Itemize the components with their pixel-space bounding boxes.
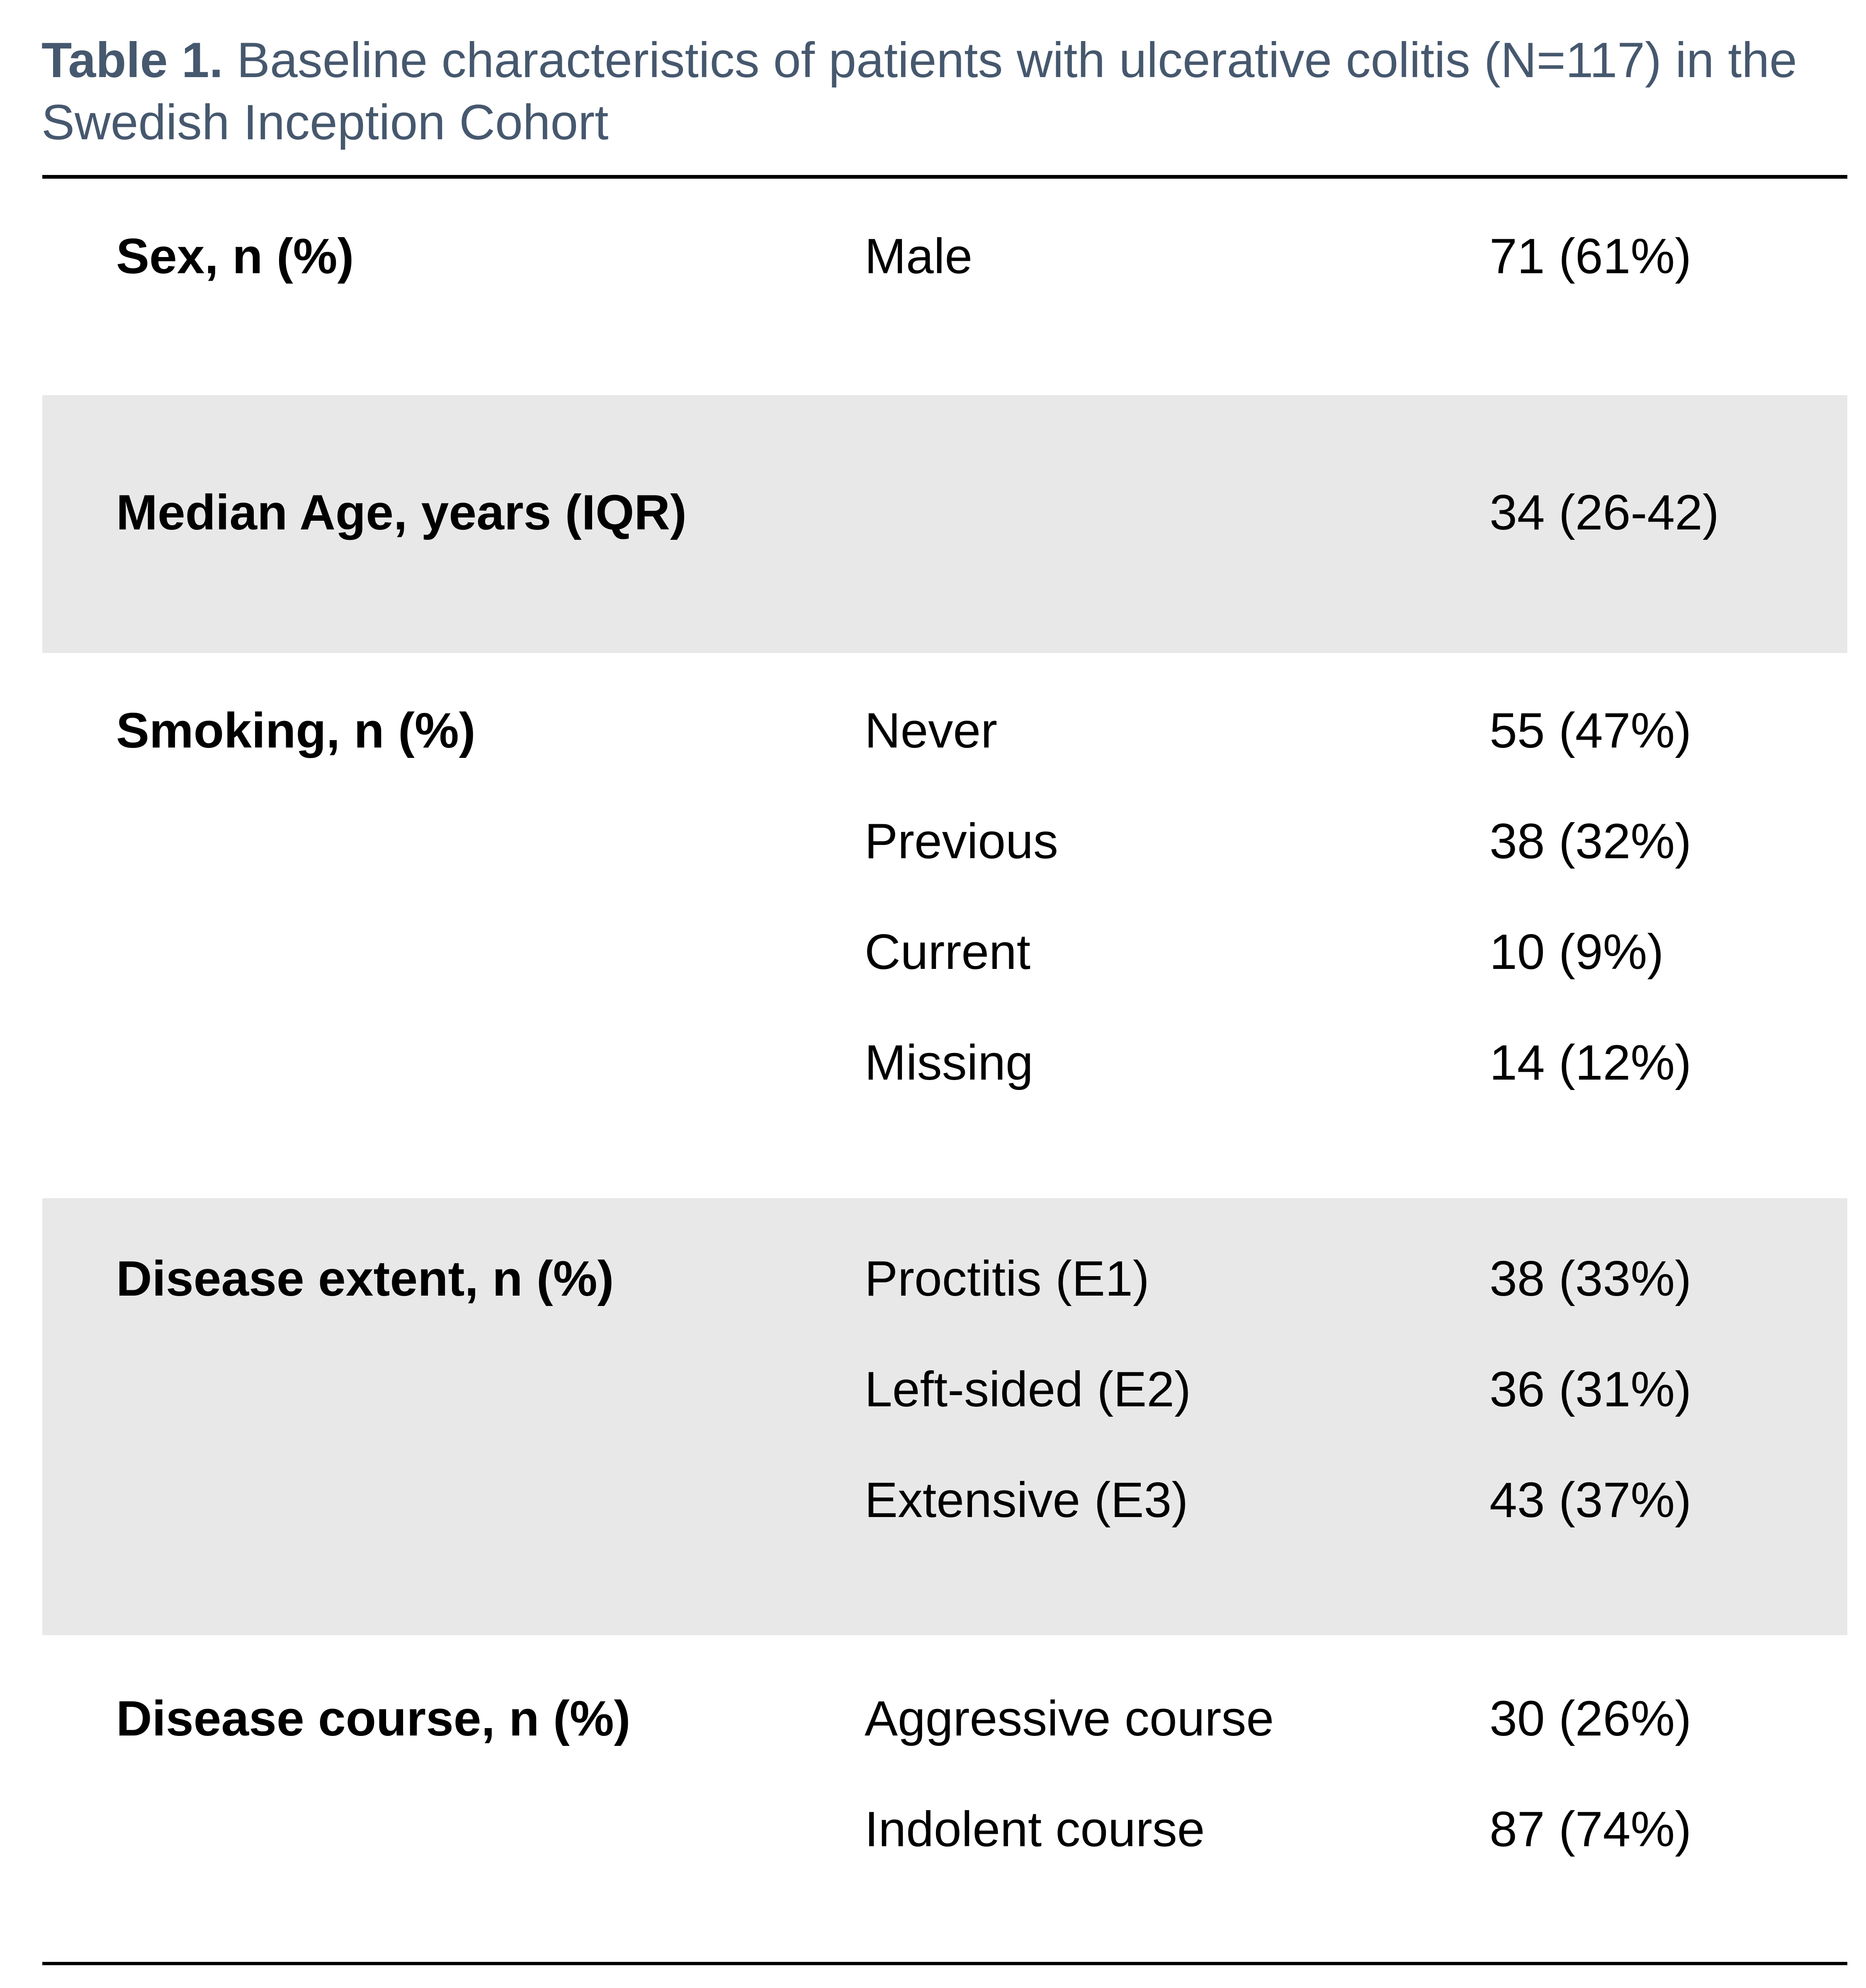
table-title-line1: Baseline characteristics of patients wit… (236, 32, 1797, 88)
value-item: 38 (33%) (1489, 1251, 1691, 1306)
value-item: 43 (37%) (1489, 1472, 1691, 1528)
value-item: 38 (32%) (1489, 813, 1691, 869)
sublabel-item: Current (865, 924, 1031, 980)
sublabel-list: Aggressive course Indolent course (865, 1663, 1489, 1885)
value-item: 34 (26-42) (1489, 485, 1719, 540)
sublabel-item: Left-sided (E2) (865, 1362, 1191, 1417)
value-item: 30 (26%) (1489, 1691, 1691, 1746)
sublabel-list: Proctitis (E1) Left-sided (E2) Extensive… (865, 1223, 1489, 1556)
sublabel-item: Missing (865, 1035, 1033, 1090)
value-list: 34 (26-42) (1489, 457, 1847, 568)
group-row-sex: Sex, n (%) Male 71 (61%) (42, 180, 1847, 395)
group-row-disease-extent: Disease extent, n (%) Proctitis (E1) Lef… (42, 1198, 1847, 1635)
sublabel-item: Extensive (E3) (865, 1472, 1188, 1528)
table-title-prefix: Table 1. (41, 32, 223, 88)
table-top-rule (42, 175, 1847, 179)
sublabel-list: Male (865, 201, 1489, 312)
value-item: 36 (31%) (1489, 1362, 1691, 1417)
group-row-median-age: Median Age, years (IQR) 34 (26-42) (42, 395, 1847, 653)
group-label: Disease extent, n (%) (116, 1251, 614, 1306)
group-label: Median Age, years (IQR) (116, 485, 687, 540)
value-list: 71 (61%) (1489, 201, 1847, 312)
sublabel-list (865, 457, 1489, 568)
value-item: 14 (12%) (1489, 1035, 1691, 1090)
sublabel-list: Never Previous Current Missing (865, 675, 1489, 1118)
value-list: 38 (33%) 36 (31%) 43 (37%) (1489, 1223, 1847, 1556)
group-label: Disease course, n (%) (116, 1691, 631, 1746)
characteristics-table: Sex, n (%) Male 71 (61%) Median Age, yea… (0, 180, 1866, 1962)
sublabel-item (865, 457, 1489, 568)
sublabel-item: Indolent course (865, 1801, 1205, 1857)
sublabel-item: Aggressive course (865, 1691, 1274, 1746)
table-bottom-rule (42, 1962, 1847, 1965)
sublabel-item: Male (865, 228, 973, 284)
table-title-line2: Swedish Inception Cohort (41, 95, 609, 150)
group-row-smoking: Smoking, n (%) Never Previous Current Mi… (42, 653, 1847, 1198)
value-list: 30 (26%) 87 (74%) (1489, 1663, 1847, 1885)
sublabel-item: Previous (865, 813, 1058, 869)
value-item: 55 (47%) (1489, 703, 1691, 758)
value-item: 71 (61%) (1489, 228, 1691, 284)
group-row-disease-course: Disease course, n (%) Aggressive course … (42, 1635, 1847, 1962)
table-title: Table 1. Baseline characteristics of pati… (41, 29, 1847, 153)
group-label: Smoking, n (%) (116, 703, 476, 758)
sublabel-item: Never (865, 703, 998, 758)
value-item: 87 (74%) (1489, 1801, 1691, 1857)
group-label: Sex, n (%) (116, 228, 354, 284)
sublabel-item: Proctitis (E1) (865, 1251, 1149, 1306)
value-item: 10 (9%) (1489, 924, 1664, 980)
value-list: 55 (47%) 38 (32%) 10 (9%) 14 (12%) (1489, 675, 1847, 1118)
